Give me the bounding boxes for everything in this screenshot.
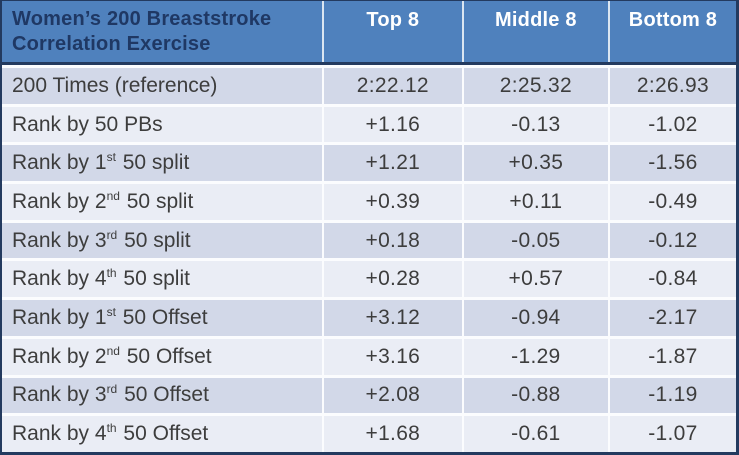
column-header-top8: Top 8 xyxy=(321,1,462,62)
value-cell: +0.28 xyxy=(321,261,462,298)
value-cell: -1.19 xyxy=(607,377,736,414)
value-cell: -1.87 xyxy=(607,338,736,375)
table-row: Rank by 2nd 50 Offset +3.16 -1.29 -1.87 xyxy=(2,335,736,375)
value-cell: +0.35 xyxy=(461,145,608,182)
table-header-row: Women’s 200 Breaststroke Correlation Exe… xyxy=(2,1,736,65)
table-title: Women’s 200 Breaststroke Correlation Exe… xyxy=(12,8,272,55)
row-label: Rank by 4th 50 Offset xyxy=(12,421,209,446)
value-cell: 2:22.12 xyxy=(321,68,462,104)
value-cell: -0.05 xyxy=(461,222,608,259)
value-cell: +0.18 xyxy=(321,222,462,259)
value-cell: +1.68 xyxy=(321,416,462,452)
value-cell: +0.57 xyxy=(461,261,608,298)
value-cell: -0.94 xyxy=(461,300,608,336)
table-row: Rank by 4th 50 Offset +1.68 -0.61 -1.07 xyxy=(2,413,736,452)
row-label: Rank by 2nd 50 split xyxy=(12,188,194,213)
value-cell: -0.61 xyxy=(461,416,608,452)
table-row: Rank by 1st 50 Offset +3.12 -0.94 -2.17 xyxy=(2,297,736,336)
table-row: 200 Times (reference) 2:22.12 2:25.32 2:26.… xyxy=(2,65,736,104)
row-label: Rank by 3rd 50 split xyxy=(12,227,191,252)
value-cell: +2.08 xyxy=(321,377,462,414)
table-row: Rank by 4th 50 split +0.28 +0.57 -0.84 xyxy=(2,258,736,298)
value-cell: +3.16 xyxy=(321,338,462,375)
column-header-middle8: Middle 8 xyxy=(461,1,608,62)
column-header-bottom8: Bottom 8 xyxy=(607,1,736,62)
row-label: Rank by 4th 50 split xyxy=(12,266,190,291)
table-row: Rank by 3rd 50 Offset +2.08 -0.88 -1.19 xyxy=(2,374,736,414)
value-cell: +0.11 xyxy=(461,184,608,220)
value-cell: 2:25.32 xyxy=(461,68,608,104)
table-row: Rank by 3rd 50 split +0.18 -0.05 -0.12 xyxy=(2,219,736,259)
row-label: 200 Times (reference) xyxy=(12,73,218,97)
value-cell: -0.84 xyxy=(607,261,736,298)
value-cell: -0.88 xyxy=(461,377,608,414)
value-cell: -0.13 xyxy=(461,106,608,143)
value-cell: -1.56 xyxy=(607,145,736,182)
row-label: Rank by 1st 50 Offset xyxy=(12,304,208,329)
value-cell: +1.21 xyxy=(321,145,462,182)
value-cell: 2:26.93 xyxy=(607,68,736,104)
value-cell: +1.16 xyxy=(321,106,462,143)
table-row: Rank by 50 PBs +1.16 -0.13 -1.02 xyxy=(2,103,736,143)
row-label: Rank by 3rd 50 Offset xyxy=(12,382,209,407)
table-body: 200 Times (reference) 2:22.12 2:25.32 2:26.… xyxy=(2,65,736,452)
row-label: Rank by 2nd 50 Offset xyxy=(12,343,212,368)
value-cell: -1.07 xyxy=(607,416,736,452)
value-cell: -0.49 xyxy=(607,184,736,220)
value-cell: +3.12 xyxy=(321,300,462,336)
table-row: Rank by 2nd 50 split +0.39 +0.11 -0.49 xyxy=(2,181,736,220)
value-cell: -1.02 xyxy=(607,106,736,143)
value-cell: -1.29 xyxy=(461,338,608,375)
value-cell: -0.12 xyxy=(607,222,736,259)
value-cell: -2.17 xyxy=(607,300,736,336)
row-label: Rank by 50 PBs xyxy=(12,112,163,136)
value-cell: +0.39 xyxy=(321,184,462,220)
row-label: Rank by 1st 50 split xyxy=(12,150,190,175)
table-row: Rank by 1st 50 split +1.21 +0.35 -1.56 xyxy=(2,142,736,182)
